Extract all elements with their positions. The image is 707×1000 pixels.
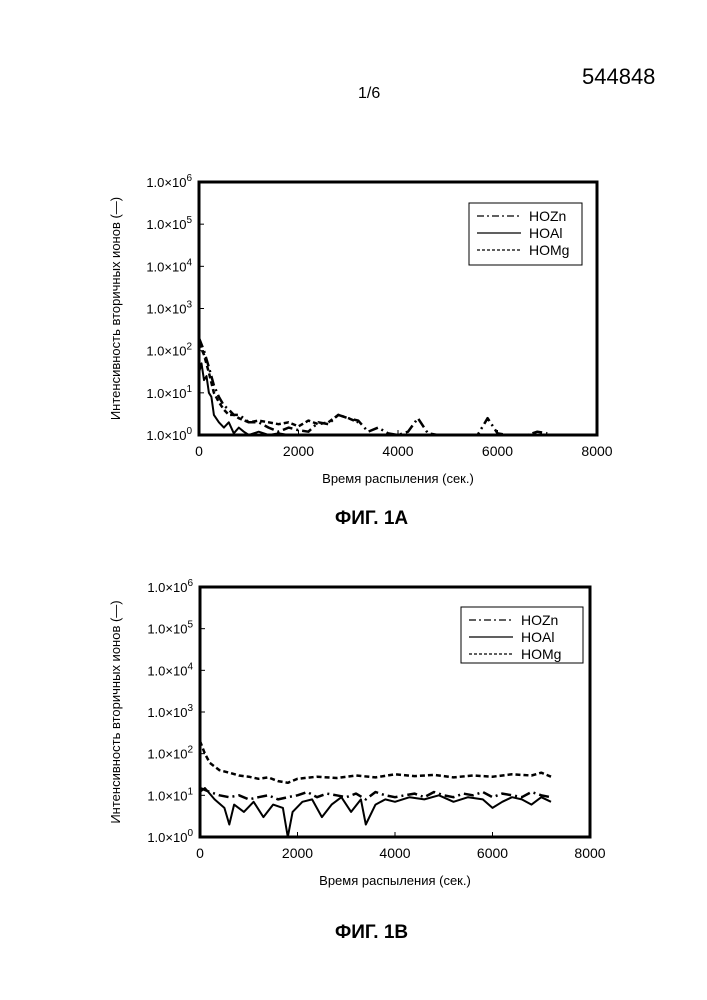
y-tick-label: 1.0×106 xyxy=(147,578,193,595)
x-tick-label: 6000 xyxy=(477,845,508,861)
legend-label: HOAl xyxy=(521,629,554,645)
figure-caption-1a: ФИГ. 1А xyxy=(335,508,408,530)
x-tick-label: 2000 xyxy=(282,845,313,861)
y-tick-label: 1.0×104 xyxy=(147,661,193,678)
series-line-hoal xyxy=(200,788,551,837)
legend-label: HOZn xyxy=(521,612,558,628)
y-tick-label: 1.0×103 xyxy=(147,703,193,720)
x-tick-label: 0 xyxy=(196,845,204,861)
legend-label: HOMg xyxy=(521,646,561,662)
series-line-homg xyxy=(200,741,551,783)
x-tick-label: 8000 xyxy=(574,845,605,861)
y-tick-label: 1.0×102 xyxy=(147,745,193,762)
y-tick-label: 1.0×105 xyxy=(147,620,193,637)
y-axis-label: Интенсивность вторичных ионов (—) xyxy=(108,600,123,823)
x-tick-label: 4000 xyxy=(379,845,410,861)
x-axis-label: Время распыления (сек.) xyxy=(319,873,471,888)
figure-caption-1b: ФИГ. 1В xyxy=(335,922,408,944)
y-tick-label: 1.0×100 xyxy=(147,828,193,845)
y-tick-label: 1.0×101 xyxy=(147,786,193,803)
series-line-hozn xyxy=(200,788,551,799)
